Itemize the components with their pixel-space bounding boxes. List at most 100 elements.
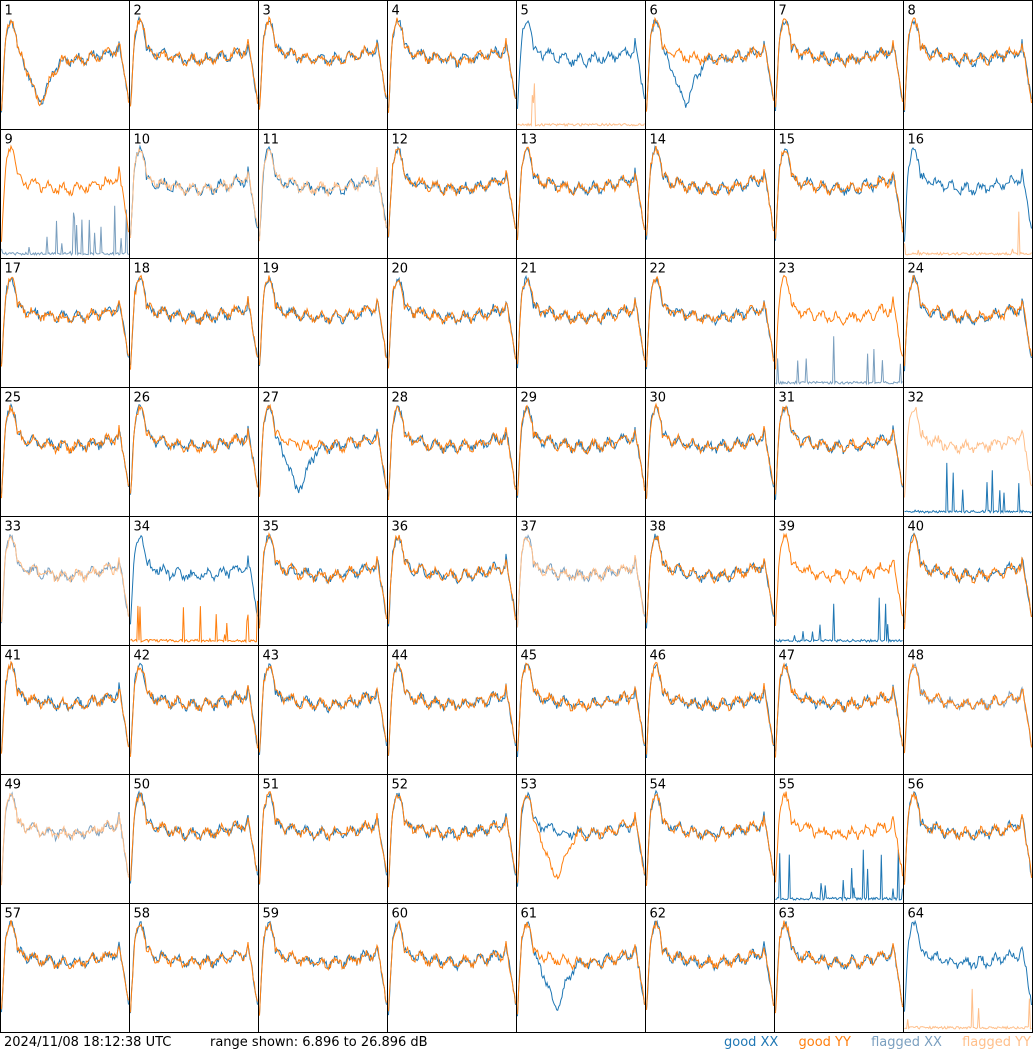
- panel-number: 30: [650, 391, 667, 406]
- panel-number: 53: [521, 778, 538, 793]
- panel-59: 59: [258, 903, 388, 1033]
- panel-49: 49: [0, 774, 130, 904]
- panel-frame: [774, 129, 904, 259]
- series-xx-46: [646, 663, 774, 759]
- panel-frame: [774, 903, 904, 1033]
- panel-2: 2: [129, 0, 259, 130]
- panel-frame: [129, 645, 259, 775]
- series-xx-7: [775, 19, 903, 112]
- panel-number: 17: [5, 262, 22, 277]
- panel-52: 52: [387, 774, 517, 904]
- series-yy-14: [646, 145, 774, 236]
- series-xx-20: [388, 276, 516, 368]
- panel-frame: [258, 645, 388, 775]
- panel-number: 1: [5, 4, 13, 19]
- panel-35: 35: [258, 516, 388, 646]
- panel-number: 62: [650, 907, 667, 922]
- series-yy-16: [904, 211, 1032, 257]
- panel-frame: [516, 516, 646, 646]
- series-yy-55: [775, 791, 903, 883]
- panel-frame: [0, 774, 130, 904]
- series-yy-54: [646, 793, 774, 886]
- panel-57: 57: [0, 903, 130, 1033]
- series-yy-38: [646, 535, 774, 623]
- panel-56: 56: [903, 774, 1033, 904]
- panel-frame: [387, 903, 517, 1033]
- panel-27: 27: [258, 387, 388, 517]
- panel-number: 41: [5, 649, 22, 664]
- series-yy-45: [517, 662, 645, 752]
- panel-61: 61: [516, 903, 646, 1033]
- panel-frame: [0, 387, 130, 517]
- panel-number: 35: [263, 520, 280, 535]
- panel-frame: [645, 0, 775, 130]
- series-yy-17: [1, 276, 129, 367]
- panel-number: 59: [263, 907, 280, 922]
- series-yy-29: [517, 404, 645, 496]
- series-yy-9: [1, 144, 129, 242]
- panel-18: 18: [129, 258, 259, 388]
- panel-17: 17: [0, 258, 130, 388]
- series-yy-31: [775, 404, 903, 495]
- panel-frame: [387, 387, 517, 517]
- panel-frame: [516, 258, 646, 388]
- panel-frame: [387, 516, 517, 646]
- series-xx-60: [388, 920, 516, 1016]
- panel-number: 4: [392, 4, 400, 19]
- panel-number: 7: [779, 4, 787, 19]
- panel-number: 50: [134, 778, 151, 793]
- series-yy-13: [517, 146, 645, 241]
- panel-51: 51: [258, 774, 388, 904]
- panel-number: 49: [5, 778, 22, 793]
- panel-36: 36: [387, 516, 517, 646]
- panel-31: 31: [774, 387, 904, 517]
- panel-22: 22: [645, 258, 775, 388]
- panel-number: 2: [134, 4, 142, 19]
- panel-12: 12: [387, 129, 517, 259]
- panel-30: 30: [645, 387, 775, 517]
- panel-34: 34: [129, 516, 259, 646]
- panel-7: 7: [774, 0, 904, 130]
- panel-number: 25: [5, 391, 22, 406]
- series-yy-47: [775, 662, 903, 758]
- panel-21: 21: [516, 258, 646, 388]
- panel-40: 40: [903, 516, 1033, 646]
- panel-16: 16: [903, 129, 1033, 259]
- panel-14: 14: [645, 129, 775, 259]
- panel-frame: [774, 774, 904, 904]
- panel-number: 19: [263, 262, 280, 277]
- panel-frame: [516, 387, 646, 517]
- series-xx-19: [259, 277, 387, 367]
- panel-frame: [903, 258, 1033, 388]
- series-xx-16: [904, 147, 1032, 242]
- panel-frame: [129, 0, 259, 130]
- panel-number: 12: [392, 133, 409, 148]
- panel-11: 11: [258, 129, 388, 259]
- series-xx-64: [904, 919, 1032, 1012]
- panel-number: 36: [392, 520, 409, 535]
- panel-number: 64: [908, 907, 925, 922]
- legend-flagged-xx: flagged XX: [871, 1035, 942, 1050]
- series-xx-6: [646, 19, 774, 111]
- panel-38: 38: [645, 516, 775, 646]
- series-yy-37: [517, 537, 645, 628]
- panel-frame: [774, 645, 904, 775]
- panel-number: 29: [521, 391, 538, 406]
- panel-frame: [129, 387, 259, 517]
- series-yy-61: [517, 921, 645, 1015]
- panel-frame: [258, 774, 388, 904]
- panel-46: 46: [645, 645, 775, 775]
- panel-37: 37: [516, 516, 646, 646]
- series-yy-60: [388, 919, 516, 1012]
- panel-number: 52: [392, 778, 409, 793]
- panel-frame: [903, 774, 1033, 904]
- panel-number: 54: [650, 778, 667, 793]
- panel-20: 20: [387, 258, 517, 388]
- series-yy-23: [775, 274, 903, 370]
- series-yy-40: [904, 532, 1032, 630]
- panel-number: 15: [779, 133, 796, 148]
- panel-frame: [516, 903, 646, 1033]
- series-yy-43: [259, 665, 387, 753]
- panel-frame: [516, 129, 646, 259]
